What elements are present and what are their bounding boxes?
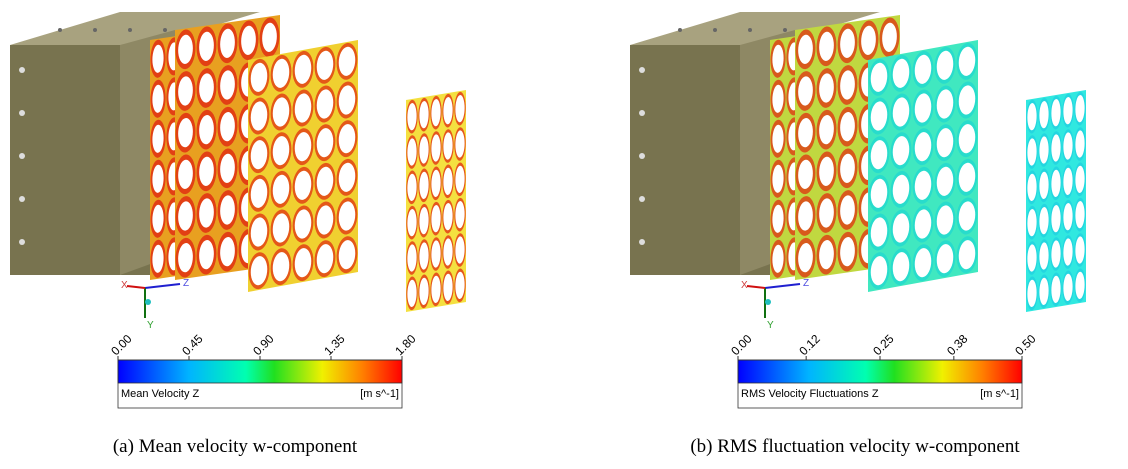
colorbar — [738, 360, 1022, 383]
bolt — [58, 28, 62, 32]
bolt — [19, 110, 25, 116]
triad-label: Y — [767, 320, 774, 331]
panel: X Z Y 0.00 0.12 0.25 0.38 0.50 RMS Velocity Fluc… — [630, 12, 1086, 457]
colorbar-tick-label: 0.00 — [108, 331, 135, 358]
triad-origin — [145, 299, 151, 305]
bolt — [783, 28, 787, 32]
bolt — [639, 196, 645, 202]
plate — [406, 90, 466, 312]
plate — [1026, 90, 1086, 312]
caption: (b) RMS fluctuation velocity w-component — [690, 436, 1020, 457]
triad-z — [765, 284, 800, 288]
colorbar-tick-label: 0.12 — [796, 331, 823, 358]
triad-origin — [765, 299, 771, 305]
triad-x — [127, 286, 145, 288]
colorbar — [118, 360, 402, 383]
bolt — [163, 28, 167, 32]
triad-z — [145, 284, 180, 288]
bolt — [639, 67, 645, 73]
colorbar-tick-label: 0.25 — [870, 331, 897, 358]
triad-label: X — [121, 280, 128, 291]
bolt — [19, 67, 25, 73]
triad-label: Z — [803, 278, 809, 289]
triad-label: Z — [183, 278, 189, 289]
colorbar-tick-label: 0.38 — [944, 331, 971, 358]
plate — [868, 40, 978, 292]
colorbar-unit: [m s^-1] — [980, 388, 1019, 400]
panel: X Z Y 0.00 0.45 0.90 1.35 1.80 Mean Velocity Z [m… — [10, 12, 466, 457]
colorbar-tick-label: 0.45 — [179, 331, 206, 358]
triad-label: Y — [147, 320, 154, 331]
caption: (a) Mean velocity w-component — [113, 436, 358, 457]
bolt — [678, 28, 682, 32]
triad-x — [747, 286, 765, 288]
bolt — [639, 153, 645, 159]
triad-label: X — [741, 280, 748, 291]
colorbar-tick-label: 1.35 — [321, 331, 348, 358]
bolt — [713, 28, 717, 32]
plate — [248, 40, 358, 292]
colorbar-tick-label: 1.80 — [392, 331, 419, 358]
bolt — [19, 153, 25, 159]
colorbar-tick-label: 0.90 — [250, 331, 277, 358]
bolt — [639, 110, 645, 116]
colorbar-title: Mean Velocity Z — [121, 388, 200, 400]
bolt — [93, 28, 97, 32]
figure: X Z Y 0.00 0.45 0.90 1.35 1.80 Mean Velocity Z [m… — [0, 0, 1128, 469]
bolt — [19, 239, 25, 245]
bolt — [748, 28, 752, 32]
bolt — [639, 239, 645, 245]
colorbar-title: RMS Velocity Fluctuations Z — [741, 388, 879, 400]
bolt — [19, 196, 25, 202]
colorbar-unit: [m s^-1] — [360, 388, 399, 400]
colorbar-tick-label: 0.00 — [728, 331, 755, 358]
bolt — [128, 28, 132, 32]
colorbar-tick-label: 0.50 — [1012, 331, 1039, 358]
